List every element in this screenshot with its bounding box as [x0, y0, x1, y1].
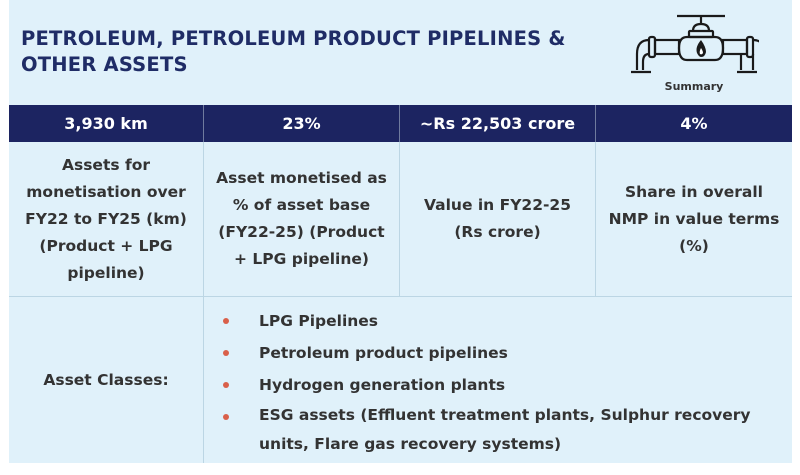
summary-panel: PETROLEUM, PETROLEUM PRODUCT PIPELINES &… — [9, 0, 792, 463]
bullet-icon — [223, 414, 229, 420]
metrics-header-row: 3,930 km 23% ~Rs 22,503 crore 4% — [9, 105, 792, 142]
bullet-icon — [223, 318, 229, 324]
metric-desc-share: Share in overall NMP in value terms (%) — [608, 182, 780, 255]
metric-value-km: 3,930 km — [9, 105, 204, 142]
metric-value-percent: 23% — [204, 105, 400, 142]
bullet-icon — [223, 382, 229, 388]
pipeline-valve-icon — [631, 14, 767, 74]
asset-classes-row: Asset Classes: LPG Pipelines Petroleum p… — [9, 297, 792, 463]
summary-label: Summary — [664, 80, 724, 93]
metric-value-share: 4% — [680, 114, 708, 133]
asset-classes-list: LPG Pipelines Petroleum product pipeline… — [204, 297, 792, 463]
asset-classes-label: Asset Classes: — [9, 297, 204, 463]
metric-desc-percent: Asset monetised as % of asset base (FY22… — [204, 142, 400, 296]
list-item: Petroleum product pipelines — [204, 337, 792, 369]
metric-desc-km: Assets for monetisation over FY22 to FY2… — [9, 142, 204, 296]
metrics-description-row: Assets for monetisation over FY22 to FY2… — [9, 142, 792, 297]
metric-value-rs: ~Rs 22,503 crore — [400, 105, 596, 142]
list-item: LPG Pipelines — [204, 305, 792, 337]
list-item: Hydrogen generation plants — [204, 369, 792, 401]
page-title: PETROLEUM, PETROLEUM PRODUCT PIPELINES &… — [21, 27, 566, 76]
list-item: ESG assets (Effluent treatment plants, S… — [204, 401, 792, 459]
summary-icon-block: Summary — [629, 6, 767, 96]
metric-desc-rs: Value in FY22-25 (Rs crore) — [400, 142, 596, 296]
bullet-icon — [223, 350, 229, 356]
